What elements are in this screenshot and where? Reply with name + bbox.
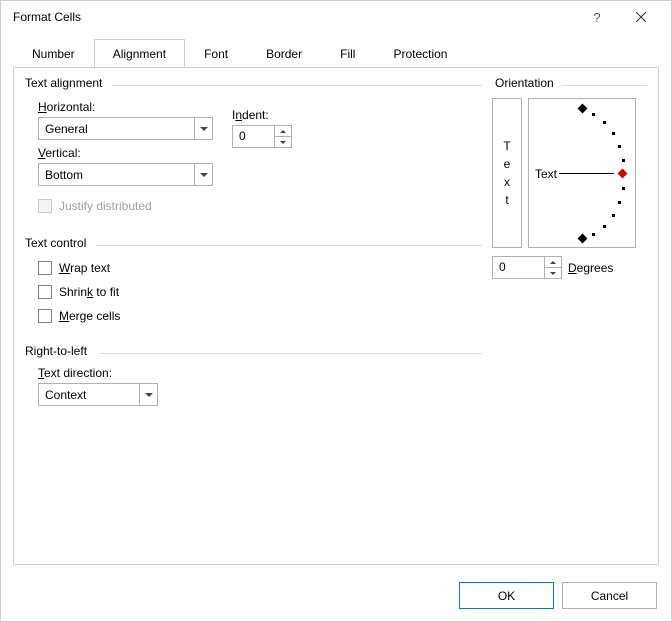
- text-direction-label: Text direction:: [38, 366, 158, 380]
- shrink-to-fit-checkbox[interactable]: [38, 285, 52, 299]
- group-rtl: Right-to-left Text direction: Context: [22, 344, 482, 360]
- format-cells-dialog: Format Cells ? Number Alignment Font Bor…: [0, 0, 672, 622]
- help-button[interactable]: ?: [575, 2, 619, 32]
- tab-body: Text alignment Horizontal: General Inden…: [13, 67, 659, 565]
- close-button[interactable]: [619, 2, 663, 32]
- dial-marker-icon: [578, 104, 588, 114]
- degrees-spinner[interactable]: 0: [492, 256, 562, 279]
- tab-border[interactable]: Border: [247, 39, 321, 67]
- dialog-footer: OK Cancel: [459, 582, 657, 609]
- tab-strip: Number Alignment Font Border Fill Protec…: [13, 39, 659, 67]
- horizontal-combo[interactable]: General: [38, 117, 213, 140]
- horizontal-label: Horizontal:: [38, 100, 213, 114]
- indent-spinner[interactable]: 0: [232, 125, 292, 148]
- chevron-down-icon: [139, 384, 157, 405]
- vertical-text-button[interactable]: T e x t: [492, 98, 522, 248]
- group-orientation: Orientation T e x t Text: [492, 76, 647, 279]
- spinner-up-icon[interactable]: [545, 257, 561, 268]
- tab-number[interactable]: Number: [13, 39, 94, 67]
- tab-protection[interactable]: Protection: [374, 39, 466, 67]
- dial-marker-icon: [578, 234, 588, 244]
- content-area: Number Alignment Font Border Fill Protec…: [13, 39, 659, 565]
- cancel-button[interactable]: Cancel: [562, 582, 657, 609]
- dial-pointer-icon: [618, 169, 628, 179]
- merge-cells-label: Merge cells: [59, 309, 120, 323]
- dial-line: [559, 173, 614, 174]
- spinner-down-icon[interactable]: [275, 137, 291, 147]
- text-direction-combo[interactable]: Context: [38, 383, 158, 406]
- group-label-rtl: Right-to-left: [22, 344, 90, 358]
- spinner-down-icon[interactable]: [545, 268, 561, 278]
- group-label-orientation: Orientation: [492, 76, 557, 90]
- degrees-label: Degrees: [568, 261, 613, 275]
- justify-distributed-label: Justify distributed: [59, 199, 152, 213]
- group-text-control: Text control Wrap text Shrink to fit Mer…: [22, 236, 482, 252]
- wrap-text-checkbox[interactable]: [38, 261, 52, 275]
- orientation-dial[interactable]: Text: [528, 98, 636, 248]
- indent-label: Indent:: [232, 108, 292, 122]
- vertical-label: Vertical:: [38, 146, 213, 160]
- chevron-down-icon: [194, 164, 212, 185]
- close-icon: [636, 12, 646, 22]
- shrink-to-fit-label: Shrink to fit: [59, 285, 119, 299]
- tab-fill[interactable]: Fill: [321, 39, 374, 67]
- ok-button[interactable]: OK: [459, 582, 554, 609]
- dial-text-label: Text: [535, 167, 557, 181]
- wrap-text-label: Wrap text: [59, 261, 110, 275]
- justify-distributed-checkbox: [38, 199, 52, 213]
- group-text-alignment: Text alignment Horizontal: General Inden…: [22, 76, 482, 92]
- group-label-text-control: Text control: [22, 236, 89, 250]
- window-title: Format Cells: [13, 10, 81, 24]
- chevron-down-icon: [194, 118, 212, 139]
- vertical-combo[interactable]: Bottom: [38, 163, 213, 186]
- group-label-text-alignment: Text alignment: [22, 76, 105, 90]
- titlebar: Format Cells ?: [1, 1, 671, 33]
- tab-alignment[interactable]: Alignment: [94, 39, 185, 67]
- merge-cells-checkbox[interactable]: [38, 309, 52, 323]
- spinner-up-icon[interactable]: [275, 126, 291, 137]
- tab-font[interactable]: Font: [185, 39, 247, 67]
